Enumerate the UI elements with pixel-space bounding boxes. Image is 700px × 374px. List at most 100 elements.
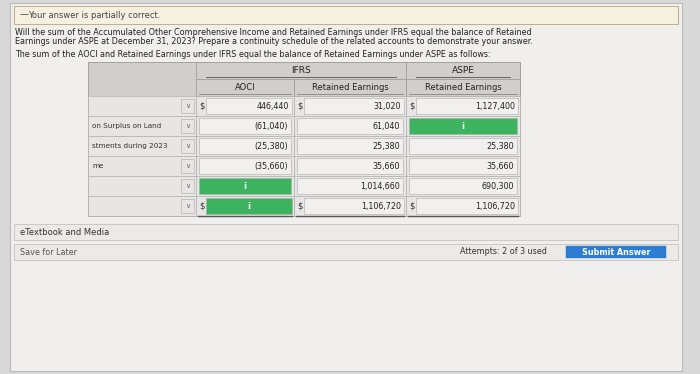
Text: ∨: ∨ [185, 203, 190, 209]
Text: AOCI: AOCI [234, 83, 255, 92]
Text: Retained Earnings: Retained Earnings [312, 83, 388, 92]
Bar [406, 79, 520, 96]
Bar [196, 96, 294, 116]
Text: $: $ [297, 202, 302, 211]
Text: (25,380): (25,380) [254, 141, 288, 150]
Text: 1,106,720: 1,106,720 [475, 202, 515, 211]
Text: $: $ [297, 101, 302, 110]
Bar [297, 118, 403, 134]
Bar [199, 118, 291, 134]
Text: $: $ [409, 101, 414, 110]
Bar [181, 139, 194, 153]
Text: i: i [461, 122, 465, 131]
Text: $: $ [199, 101, 204, 110]
Bar [88, 136, 196, 156]
Bar [181, 179, 194, 193]
Text: eTextbook and Media: eTextbook and Media [20, 227, 109, 236]
Bar [199, 138, 291, 154]
Bar [416, 98, 518, 114]
Bar [294, 79, 406, 96]
Bar [88, 96, 196, 116]
Bar [406, 136, 520, 156]
Bar [88, 176, 196, 196]
Bar [196, 62, 406, 79]
Text: 1,106,720: 1,106,720 [361, 202, 401, 211]
Bar [294, 96, 406, 116]
Text: 446,440: 446,440 [257, 101, 289, 110]
Bar [196, 156, 294, 176]
Bar [206, 98, 292, 114]
Text: ASPE: ASPE [452, 66, 475, 75]
Text: 1,014,660: 1,014,660 [360, 181, 400, 190]
Text: $: $ [409, 202, 414, 211]
Bar [181, 199, 194, 213]
Bar [304, 98, 404, 114]
Bar [409, 158, 517, 174]
Text: stments during 2023: stments during 2023 [92, 143, 167, 149]
Text: 25,380: 25,380 [372, 141, 400, 150]
Bar [181, 159, 194, 173]
Bar [297, 178, 403, 194]
Text: ∨: ∨ [185, 103, 190, 109]
Text: 25,380: 25,380 [486, 141, 514, 150]
Text: ∨: ∨ [185, 143, 190, 149]
Bar [294, 116, 406, 136]
Bar [88, 196, 196, 216]
Bar [196, 79, 294, 96]
Bar [199, 158, 291, 174]
Text: (35,660): (35,660) [254, 162, 288, 171]
Bar [294, 136, 406, 156]
Text: ∨: ∨ [185, 123, 190, 129]
Text: 35,660: 35,660 [486, 162, 514, 171]
Bar [297, 138, 403, 154]
Text: on Surplus on Land: on Surplus on Land [92, 123, 161, 129]
Bar [181, 99, 194, 113]
Bar [406, 62, 520, 79]
Bar [199, 178, 291, 194]
Text: Retained Earnings: Retained Earnings [425, 83, 501, 92]
Bar [297, 158, 403, 174]
Text: ∨: ∨ [185, 183, 190, 189]
Text: Your answer is partially correct.: Your answer is partially correct. [28, 10, 160, 19]
Bar [206, 198, 292, 214]
Text: Earnings under ASPE at December 31, 2023? Prepare a continuity schedule of the r: Earnings under ASPE at December 31, 2023… [15, 37, 533, 46]
Text: ∨: ∨ [185, 163, 190, 169]
Text: 35,660: 35,660 [372, 162, 400, 171]
Text: Attempts: 2 of 3 used: Attempts: 2 of 3 used [460, 248, 547, 257]
Bar [88, 156, 196, 176]
Bar [566, 246, 666, 258]
Bar [409, 118, 517, 134]
Text: 1,127,400: 1,127,400 [475, 101, 515, 110]
Text: The sum of the AOCI and Retained Earnings under IFRS equal the balance of Retain: The sum of the AOCI and Retained Earning… [15, 49, 491, 58]
Bar [294, 176, 406, 196]
Bar [294, 156, 406, 176]
Bar [304, 198, 404, 214]
Text: 61,040: 61,040 [372, 122, 400, 131]
Text: 690,300: 690,300 [482, 181, 514, 190]
Text: Save for Later: Save for Later [20, 248, 77, 257]
Text: i: i [244, 181, 246, 190]
Text: (61,040): (61,040) [255, 122, 288, 131]
Text: IFRS: IFRS [291, 66, 311, 75]
Bar [196, 116, 294, 136]
Bar [14, 6, 678, 24]
Bar [406, 156, 520, 176]
Bar [409, 138, 517, 154]
Bar [14, 224, 678, 240]
Bar [196, 196, 294, 216]
Text: $: $ [199, 202, 204, 211]
Bar [406, 96, 520, 116]
Bar [406, 196, 520, 216]
Bar [196, 176, 294, 196]
Text: —: — [20, 10, 29, 19]
Text: me: me [92, 163, 104, 169]
Bar [88, 116, 196, 136]
Text: Submit Answer: Submit Answer [582, 248, 650, 257]
Bar [406, 176, 520, 196]
Bar [416, 198, 518, 214]
Bar [409, 178, 517, 194]
Bar [181, 119, 194, 133]
Bar [294, 196, 406, 216]
Text: i: i [248, 202, 251, 211]
Bar [14, 244, 678, 260]
